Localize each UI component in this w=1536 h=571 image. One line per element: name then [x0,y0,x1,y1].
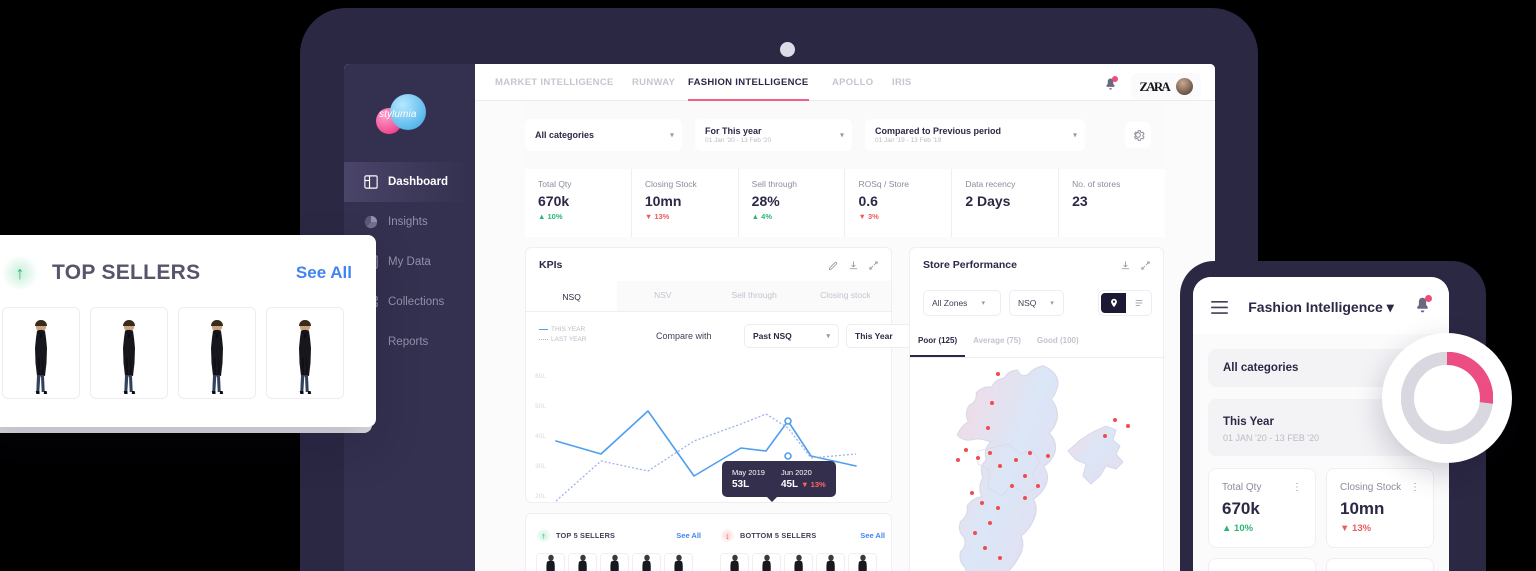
svg-text:40L: 40L [535,433,546,440]
svg-text:30L: 30L [535,463,546,470]
svg-text:20L: 20L [535,493,546,500]
svg-text:50L: 50L [535,403,546,410]
svg-text:60L: 60L [535,373,546,380]
